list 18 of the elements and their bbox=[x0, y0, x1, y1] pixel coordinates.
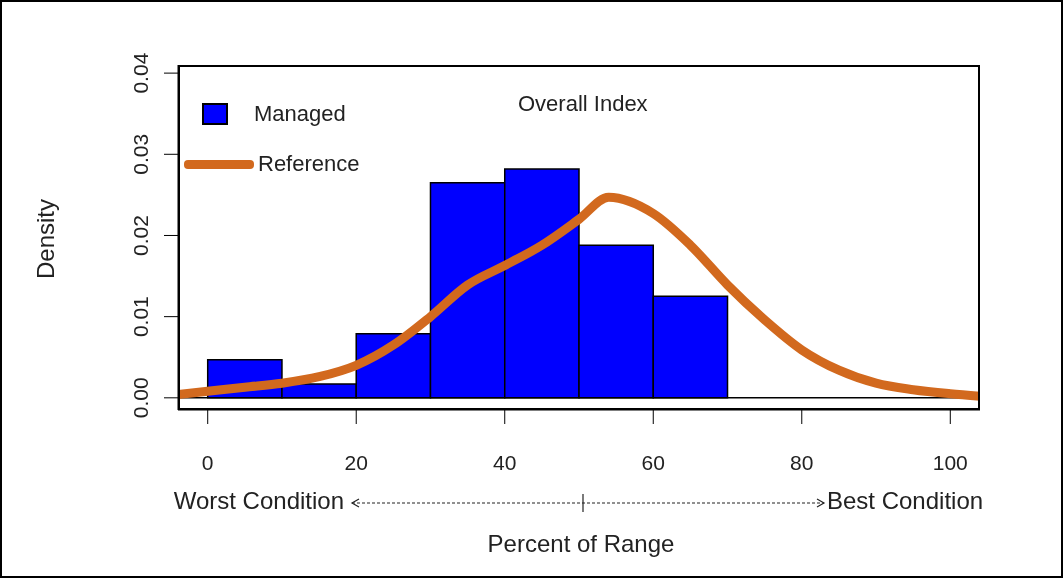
x-tick-label: 20 bbox=[344, 451, 368, 474]
legend-label: Managed bbox=[254, 101, 346, 127]
y-tick-label: 0.02 bbox=[129, 215, 152, 256]
x-tick-label: 100 bbox=[932, 451, 968, 474]
x-tick-label: 60 bbox=[641, 451, 665, 474]
x-tick-label: 80 bbox=[790, 451, 814, 474]
y-tick-label: 0.03 bbox=[129, 133, 152, 175]
text: Best Condition bbox=[827, 487, 984, 515]
x-tick-label: 0 bbox=[201, 451, 214, 474]
annotation: Overall Index bbox=[518, 91, 648, 117]
y-axis-title: Density bbox=[32, 197, 60, 281]
y-tick-label: 0.00 bbox=[129, 377, 152, 419]
text: Worst Condition bbox=[173, 487, 344, 515]
legend-label: Reference bbox=[258, 151, 360, 177]
x-axis-title: Percent of Range bbox=[486, 530, 676, 558]
y-tick-label: 0.01 bbox=[129, 296, 152, 338]
y-tick-label: 0.04 bbox=[129, 52, 152, 94]
x-tick-label: 40 bbox=[493, 451, 517, 474]
